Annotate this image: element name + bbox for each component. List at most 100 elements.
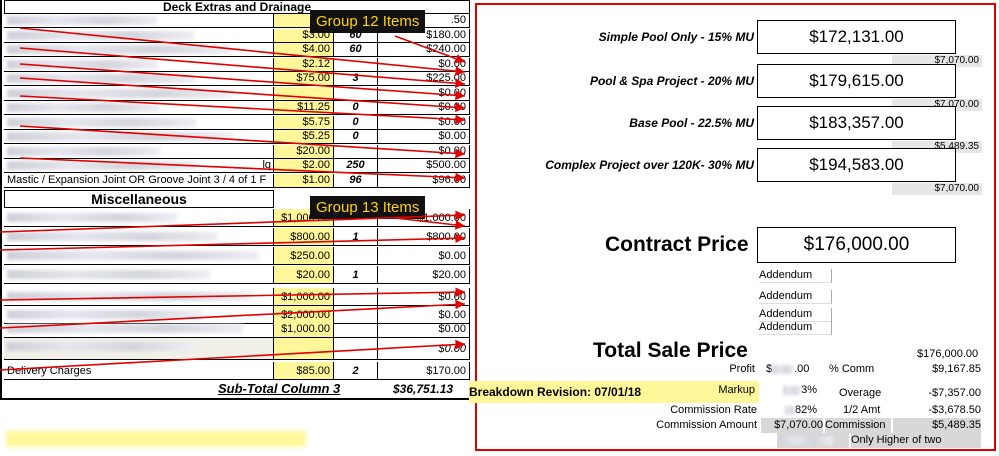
deck-row-total: $225.00 [378,72,470,86]
blurred-description [7,30,194,40]
deck-row-total: $0.00 [378,144,470,159]
deck-row-qty: 0 [334,130,378,144]
blurred-description [7,270,210,279]
commission-rate-pct: 82% [794,404,817,416]
row-suffix: lq [262,159,271,171]
misc-row-price: $20.00 [274,266,334,284]
blurred-description [7,88,232,98]
misc-row-desc [4,247,274,265]
blurred-description [7,213,177,222]
deck-row-price: $5.75 [274,115,334,130]
overage-label: Overage [839,387,882,399]
addendum-label: Addendum [759,269,832,283]
markup-bar [649,381,759,403]
misc-row-desc [4,209,274,227]
misc-row-total: $20.00 [378,266,470,284]
commission-amount-label: Commission Amount [656,419,757,431]
deck-row-price: $2.12 [274,57,334,72]
deck-row-qty: 60 [334,43,378,57]
deck-row-price: $4.00 [274,43,334,57]
misc-row-price: $800.00 [274,228,334,246]
pricing-row-label: Complex Project over 120K- 30% MU [545,158,754,172]
misc-row-total: $0.00 [378,247,470,265]
markup-pct: 3% [767,383,817,398]
deck-row-desc: lq [4,159,274,173]
deck-row-desc [4,43,274,57]
blurred-description [7,146,160,156]
comm-pct-label: % Comm [829,363,875,375]
pricing-row-value[interactable]: $172,131.00 [757,20,956,54]
deck-row-total: $240.00 [378,43,470,57]
blurred-description [7,324,243,333]
blurred-description [7,132,233,141]
misc-row-total: $0.00 [378,320,470,338]
misc-row-price: $85.00 [274,362,334,380]
misc-row-qty [334,247,378,265]
group13-callout: Group 13 Items [310,196,426,219]
blurred-description [7,16,157,25]
blurred-description [7,310,202,319]
misc-row-total: $800.00 [378,228,470,246]
blurred-description [7,161,197,170]
misc-row-qty: 1 [334,266,378,284]
blurred-description [7,292,251,301]
commission-amount-value: $7,070.00 [761,418,823,433]
contract-price-label: Contract Price [605,233,749,256]
deck-row-price: $1.00 [274,173,334,188]
misc-row-qty [334,288,378,306]
blurred-description [7,74,195,83]
markup-pct-value: 3% [801,384,817,396]
misc-row-price [274,338,334,360]
profit-amount: $ .00 [766,363,810,375]
contract-price-value[interactable]: $176,000.00 [757,227,956,263]
commission-rate-label: Commission Rate [670,404,757,416]
deck-row-qty [334,144,378,159]
misc-row-desc [4,288,274,306]
pricing-row-value[interactable]: $194,583.00 [757,148,956,182]
deck-row-price: $11.25 [274,101,334,115]
misc-row-qty [334,320,378,338]
deck-row-total: $0.00 [378,101,470,115]
deck-row-desc [4,57,274,72]
half-amt-label: 1/2 Amt [843,404,881,416]
blurred-description [7,117,196,127]
deck-row-qty: 96 [334,173,378,188]
pricing-row-label: Simple Pool Only - 15% MU [598,30,754,44]
misc-row-total: $0.00 [378,338,470,360]
deck-row-qty: 250 [334,159,378,173]
misc-row-desc [4,320,274,338]
deck-row-qty: 0 [334,101,378,115]
deck-row-total: $0.00 [378,57,470,72]
blurred-description [7,45,231,54]
pricing-row-value[interactable]: $179,615.00 [757,64,956,98]
misc-row-price: $250.00 [274,247,334,265]
group12-callout: Group 12 Items [310,10,426,33]
misc-row-total: $170.00 [378,362,470,380]
pricing-row-label: Base Pool - 22.5% MU [629,116,754,130]
deck-row-total: $0.00 [378,115,470,130]
deck-row-total: $0.00 [378,86,470,101]
subtotal-value: $36,751.13 [393,382,454,396]
misc-row-qty [334,338,378,360]
misc-row-price: $1,000.00 [274,288,334,306]
misc-row-qty: 1 [334,228,378,246]
deck-row-desc [4,86,274,101]
blurred-description [7,342,194,351]
markup-label: Markup [718,384,755,396]
commission-label: Commission [825,418,891,433]
misc-row-desc: Delivery Charges [4,362,274,380]
overage-value: -$7,357.00 [928,387,981,399]
blurred-description [7,103,159,112]
deck-row-price: $5.25 [274,130,334,144]
deck-row-price [274,86,334,101]
blurred-footer-note [6,431,306,447]
deck-row-desc [4,144,274,159]
deck-row-desc [4,130,274,144]
pricing-row-sub: $7,070.00 [892,183,982,195]
pricing-row-value[interactable]: $183,357.00 [757,106,956,140]
deck-row-qty [334,86,378,101]
misc-row-price: $1,000.00 [274,320,334,338]
misc-row-total: $0.00 [378,288,470,306]
pricing-panel: Simple Pool Only - 15% MU $172,131.00 $7,0… [469,3,996,451]
deck-row-total: $500.00 [378,159,470,173]
